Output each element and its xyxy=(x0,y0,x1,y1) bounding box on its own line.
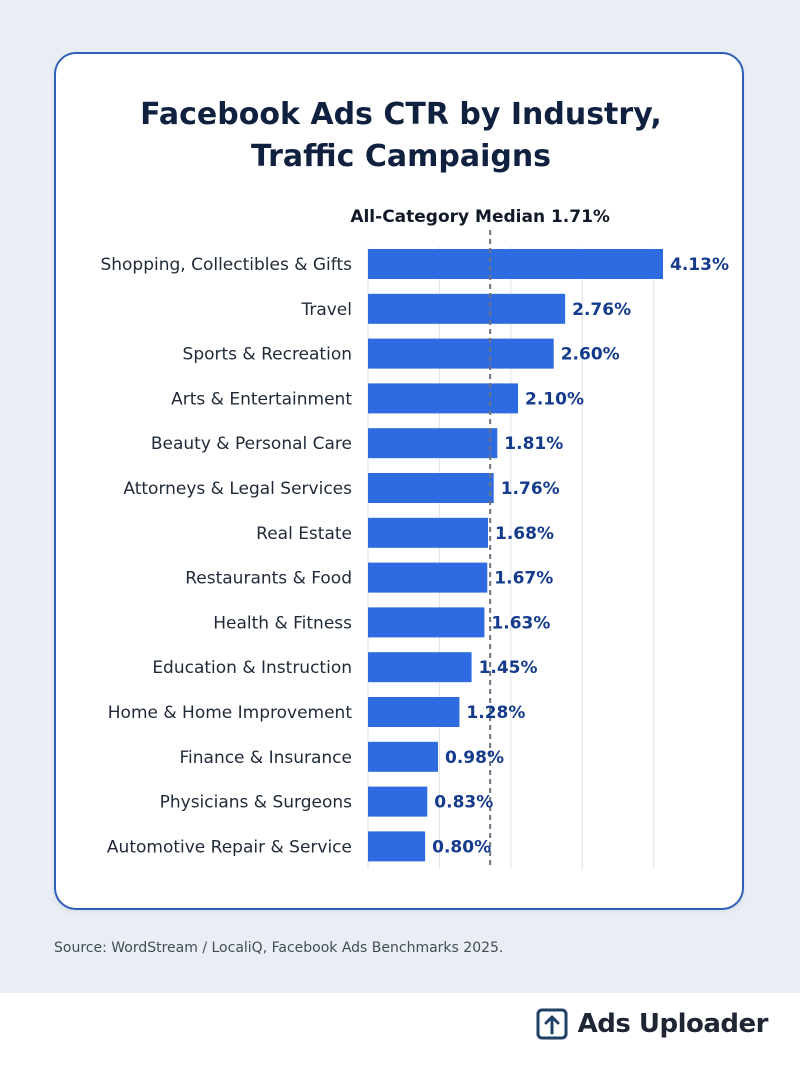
category-label: Real Estate xyxy=(256,524,352,544)
category-label: Attorneys & Legal Services xyxy=(123,479,352,499)
value-label: 2.60% xyxy=(561,345,620,365)
bar xyxy=(368,249,663,279)
bar xyxy=(368,786,428,817)
category-label: Home & Home Improvement xyxy=(108,703,353,723)
bar-chart: All-Category Median 1.71% Shopping, Colle… xyxy=(100,207,729,869)
chart-title-line-1: Facebook Ads CTR by Industry, xyxy=(140,97,662,132)
value-label: 0.83% xyxy=(434,793,493,813)
category-label: Shopping, Collectibles & Gifts xyxy=(100,255,352,275)
category-label: Education & Instruction xyxy=(152,658,352,678)
category-label: Travel xyxy=(300,300,352,320)
bar xyxy=(368,428,498,459)
bar xyxy=(368,831,426,862)
category-label: Health & Fitness xyxy=(213,613,352,633)
brand-logo: Ads Uploader xyxy=(536,1008,769,1040)
bar xyxy=(368,517,488,548)
category-label: Physicians & Surgeons xyxy=(160,793,353,813)
value-label: 2.10% xyxy=(525,389,584,409)
bar xyxy=(368,652,472,683)
category-label: Sports & Recreation xyxy=(183,345,352,365)
value-label: 1.63% xyxy=(491,613,550,633)
bar xyxy=(368,473,494,503)
footer: Ads Uploader xyxy=(0,993,800,1073)
bar xyxy=(368,383,518,414)
bar xyxy=(368,697,460,727)
bar xyxy=(368,338,554,369)
bar xyxy=(368,562,488,593)
upload-box-icon xyxy=(536,1008,568,1040)
bar xyxy=(368,293,566,324)
value-label: 1.68% xyxy=(495,524,554,544)
category-label: Arts & Entertainment xyxy=(171,389,352,409)
median-label: All-Category Median 1.71% xyxy=(350,207,610,227)
category-label: Beauty & Personal Care xyxy=(151,434,352,454)
value-label: 1.28% xyxy=(466,703,525,723)
value-label: 1.67% xyxy=(494,569,553,589)
brand-name: Ads Uploader xyxy=(577,1009,769,1039)
value-label: 2.76% xyxy=(572,300,631,320)
source-note: Source: WordStream / LocaliQ, Facebook A… xyxy=(54,940,504,956)
chart-title-line-2: Traffic Campaigns xyxy=(250,139,552,174)
value-label: 4.13% xyxy=(670,255,729,275)
category-label: Finance & Insurance xyxy=(179,748,352,768)
bar xyxy=(368,607,485,638)
bar xyxy=(368,741,438,772)
category-label: Automotive Repair & Service xyxy=(107,837,352,857)
value-label: 1.76% xyxy=(501,479,560,499)
chart-title: Facebook Ads CTR by Industry, Traffic Ca… xyxy=(56,94,746,178)
category-label: Restaurants & Food xyxy=(185,569,352,589)
value-label: 0.98% xyxy=(445,748,504,768)
value-label: 1.81% xyxy=(504,434,563,454)
chart-card: Facebook Ads CTR by Industry, Traffic Ca… xyxy=(54,52,744,910)
value-label: 0.80% xyxy=(432,837,491,857)
value-label: 1.45% xyxy=(479,658,538,678)
